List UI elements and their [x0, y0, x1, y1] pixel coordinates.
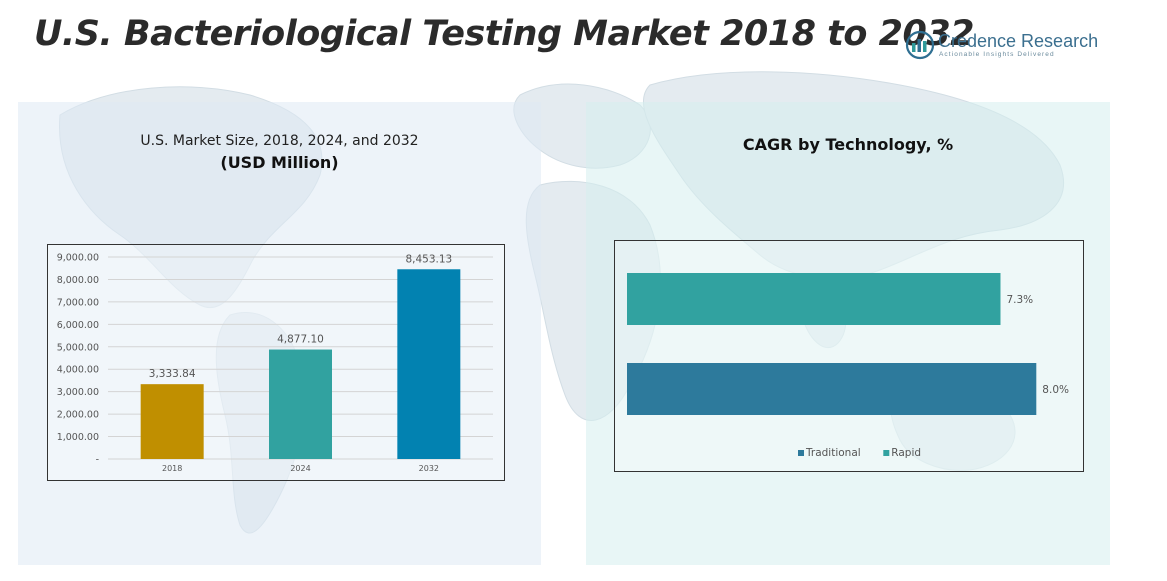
- y-tick-label: 4,000.00: [57, 365, 99, 376]
- y-tick-label: -: [96, 455, 99, 466]
- legend-label-rapid: Rapid: [891, 447, 921, 459]
- bar-rapid: [627, 273, 1001, 325]
- y-tick-label: 8,000.00: [57, 275, 99, 286]
- y-tick-label: 6,000.00: [57, 320, 99, 331]
- x-tick-label: 2024: [290, 464, 310, 473]
- x-tick-label: 2018: [162, 464, 182, 473]
- x-tick-label: 2032: [419, 464, 439, 473]
- bar-value-label: 4,877.10: [277, 334, 324, 346]
- page-title: U.S. Bacteriological Testing Market 2018…: [34, 14, 975, 54]
- y-tick-label: 9,000.00: [57, 253, 99, 264]
- credence-logo-icon: [905, 30, 935, 60]
- cagr-chart: 8.0% 7.3% Traditional Rapid: [614, 240, 1084, 472]
- cagr-panel: [586, 102, 1110, 565]
- bar-2032: [397, 269, 461, 459]
- legend-swatch-traditional: [798, 450, 804, 456]
- bar-2018: [140, 384, 204, 459]
- market-size-chart-svg: - 1,000.00 2,000.00 3,000.00 4,000.00 5,000.0…: [57, 253, 493, 473]
- logo-name: Credence Research: [938, 31, 1099, 51]
- logo-tagline: Actionable Insights Delivered: [939, 51, 1055, 58]
- market-size-chart: - 1,000.00 2,000.00 3,000.00 4,000.00 5,000.0…: [47, 244, 505, 481]
- bar-value-label: 8,453.13: [405, 253, 452, 265]
- bar-value-label: 7.3%: [1006, 294, 1033, 306]
- legend-swatch-rapid: [883, 450, 890, 456]
- legend-label-traditional: Traditional: [805, 447, 861, 459]
- bar-2024: [269, 349, 332, 459]
- market-size-chart-title: U.S. Market Size, 2018, 2024, and 2032: [140, 133, 419, 149]
- market-size-chart-subtitle: (USD Million): [220, 153, 339, 172]
- bar-traditional: [627, 363, 1037, 415]
- y-tick-label: 7,000.00: [57, 297, 99, 308]
- cagr-chart-title: CAGR by Technology, %: [742, 135, 954, 154]
- bar-value-label: 3,333.84: [149, 368, 196, 380]
- y-tick-label: 1,000.00: [57, 432, 99, 443]
- y-tick-label: 2,000.00: [57, 410, 99, 421]
- y-tick-label: 3,000.00: [57, 387, 99, 398]
- bar-value-label: 8.0%: [1042, 384, 1069, 396]
- credence-research-logo: Credence Research Actionable Insights De…: [905, 30, 1099, 60]
- cagr-chart-svg: 8.0% 7.3% Traditional Rapid: [627, 273, 1069, 459]
- y-tick-label: 5,000.00: [57, 342, 99, 353]
